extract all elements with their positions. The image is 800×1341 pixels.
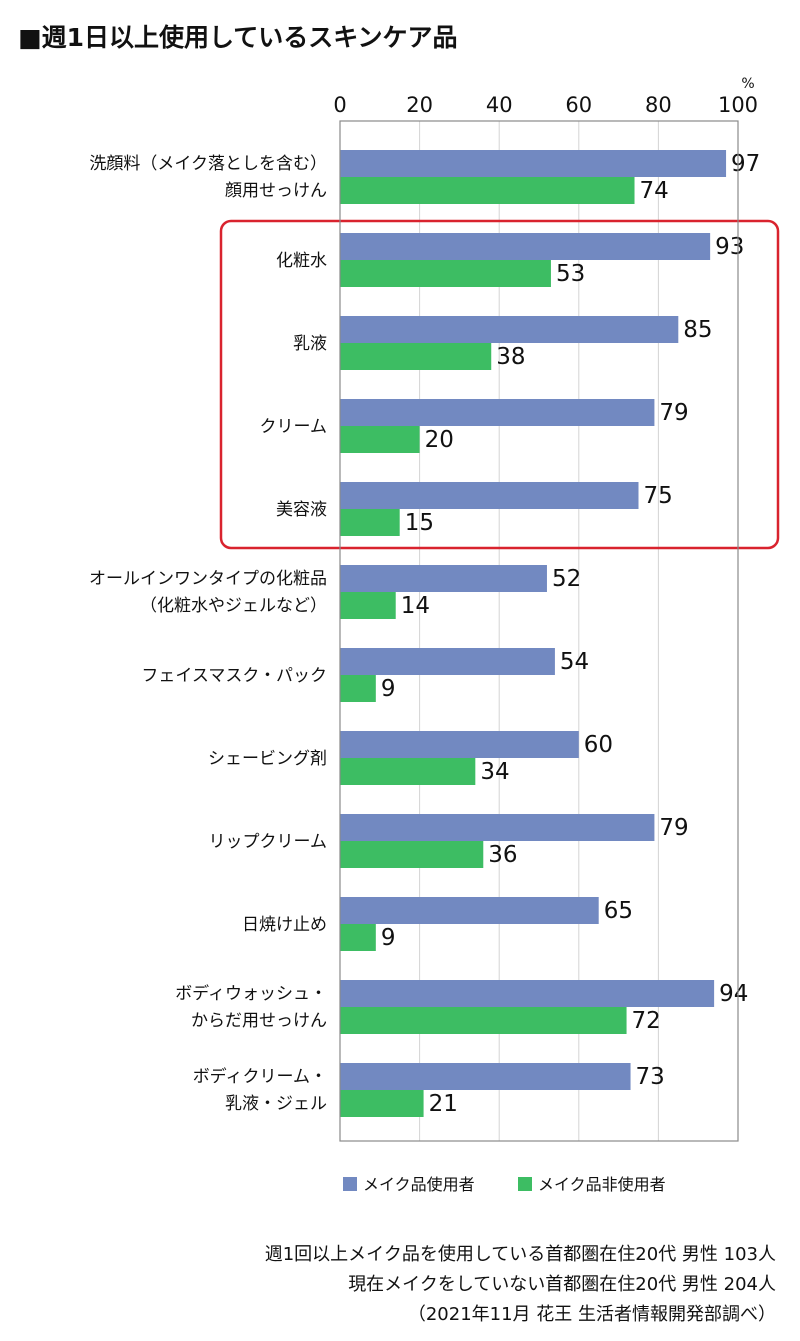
bar — [340, 177, 635, 204]
category-label: フェイスマスク・パック — [141, 666, 327, 686]
data-label: 65 — [604, 898, 633, 924]
bar — [340, 509, 400, 536]
data-label: 36 — [488, 842, 517, 868]
bar — [340, 482, 639, 509]
bar — [340, 1063, 631, 1090]
chart-title: ■週1日以上使用しているスキンケア品 — [18, 23, 458, 52]
category-label: 化粧水 — [276, 251, 327, 271]
category-label: 洗顔料（メイク落としを含む） — [89, 154, 327, 174]
data-label: 79 — [659, 400, 688, 426]
category-label: クリーム — [260, 417, 328, 437]
data-label: 38 — [496, 344, 525, 370]
data-label: 97 — [731, 151, 760, 177]
data-label: 72 — [632, 1008, 661, 1034]
data-label: 85 — [683, 317, 712, 343]
data-label: 93 — [715, 234, 744, 260]
x-tick-label: 20 — [406, 93, 433, 117]
bar — [340, 648, 555, 675]
x-tick-label: 40 — [486, 93, 513, 117]
data-label: 54 — [560, 649, 589, 675]
bar — [340, 841, 484, 868]
category-label: ボディクリーム・ — [193, 1066, 327, 1087]
label-layer: 97 74 洗顔料（メイク落としを含む） 顔用せっけん 93 53 化粧水 85 38 乳液 79 2… — [89, 151, 760, 1117]
bar — [340, 150, 727, 177]
bar — [340, 260, 551, 287]
data-label: 94 — [719, 981, 748, 1007]
category-label: 顔用せっけん — [225, 181, 327, 201]
data-label: 34 — [480, 759, 509, 785]
category-label: 乳液 — [293, 334, 327, 354]
bar — [340, 426, 420, 453]
x-tick-label: 0 — [333, 93, 346, 117]
data-label: 52 — [552, 566, 581, 592]
x-tick-label: 100 — [718, 93, 758, 117]
bar — [340, 897, 599, 924]
bar-layer — [340, 150, 727, 1117]
category-label: 乳液・ジェル — [225, 1094, 327, 1114]
axis-layer: 0 20 40 60 80 100% — [333, 76, 758, 1142]
category-label: シェービング剤 — [208, 749, 327, 769]
highlight-layer — [219, 219, 780, 550]
data-label: 73 — [636, 1064, 665, 1090]
bar — [340, 565, 547, 592]
category-label: 日焼け止め — [242, 915, 327, 935]
bar — [340, 980, 715, 1007]
bar — [340, 758, 476, 785]
legend-label: メイク品使用者 — [363, 1175, 475, 1194]
unit-label: % — [741, 76, 754, 92]
data-label: 53 — [556, 261, 585, 287]
data-label: 20 — [425, 427, 454, 453]
category-label: オールインワンタイプの化粧品 — [89, 569, 327, 589]
footnote-3: （2021年11月 花王 生活者情報開発部調べ） — [407, 1304, 776, 1325]
grid-layer — [419, 121, 659, 1141]
category-label: ボディウォッシュ・ — [175, 983, 327, 1004]
bar — [340, 814, 655, 841]
bar — [340, 675, 376, 702]
footnote-1: 週1回以上メイク品を使用している首都圏在住20代 男性 103人 — [264, 1244, 776, 1265]
legend-label: メイク品非使用者 — [538, 1175, 666, 1194]
data-label: 9 — [381, 925, 396, 951]
bar — [340, 1007, 627, 1034]
bar — [340, 399, 655, 426]
legend-swatch — [518, 1177, 532, 1191]
data-label: 9 — [381, 676, 396, 702]
bar — [340, 924, 376, 951]
data-label: 15 — [405, 510, 434, 536]
data-label: 14 — [401, 593, 430, 619]
x-tick-label: 60 — [565, 93, 592, 117]
bar — [340, 592, 396, 619]
bar — [340, 233, 711, 260]
bar — [340, 343, 492, 370]
bar — [340, 316, 679, 343]
category-label: 美容液 — [276, 500, 327, 520]
data-label: 60 — [584, 732, 613, 758]
data-label: 74 — [640, 178, 669, 204]
legend: メイク品使用者 メイク品非使用者 — [343, 1175, 666, 1194]
footnote-2: 現在メイクをしていない首都圏在住20代 男性 204人 — [348, 1274, 776, 1295]
bar — [340, 1090, 424, 1117]
data-label: 75 — [644, 483, 673, 509]
plot-frame — [339, 120, 739, 1142]
x-tick-label: 80 — [645, 93, 672, 117]
category-label: （化粧水やジェルなど） — [140, 596, 327, 616]
highlight-box — [219, 219, 780, 550]
data-label: 79 — [659, 815, 688, 841]
category-label: リップクリーム — [209, 832, 328, 852]
category-label: からだ用せっけん — [191, 1011, 327, 1031]
legend-swatch — [343, 1177, 357, 1191]
data-label: 21 — [429, 1091, 458, 1117]
bar — [340, 731, 579, 758]
